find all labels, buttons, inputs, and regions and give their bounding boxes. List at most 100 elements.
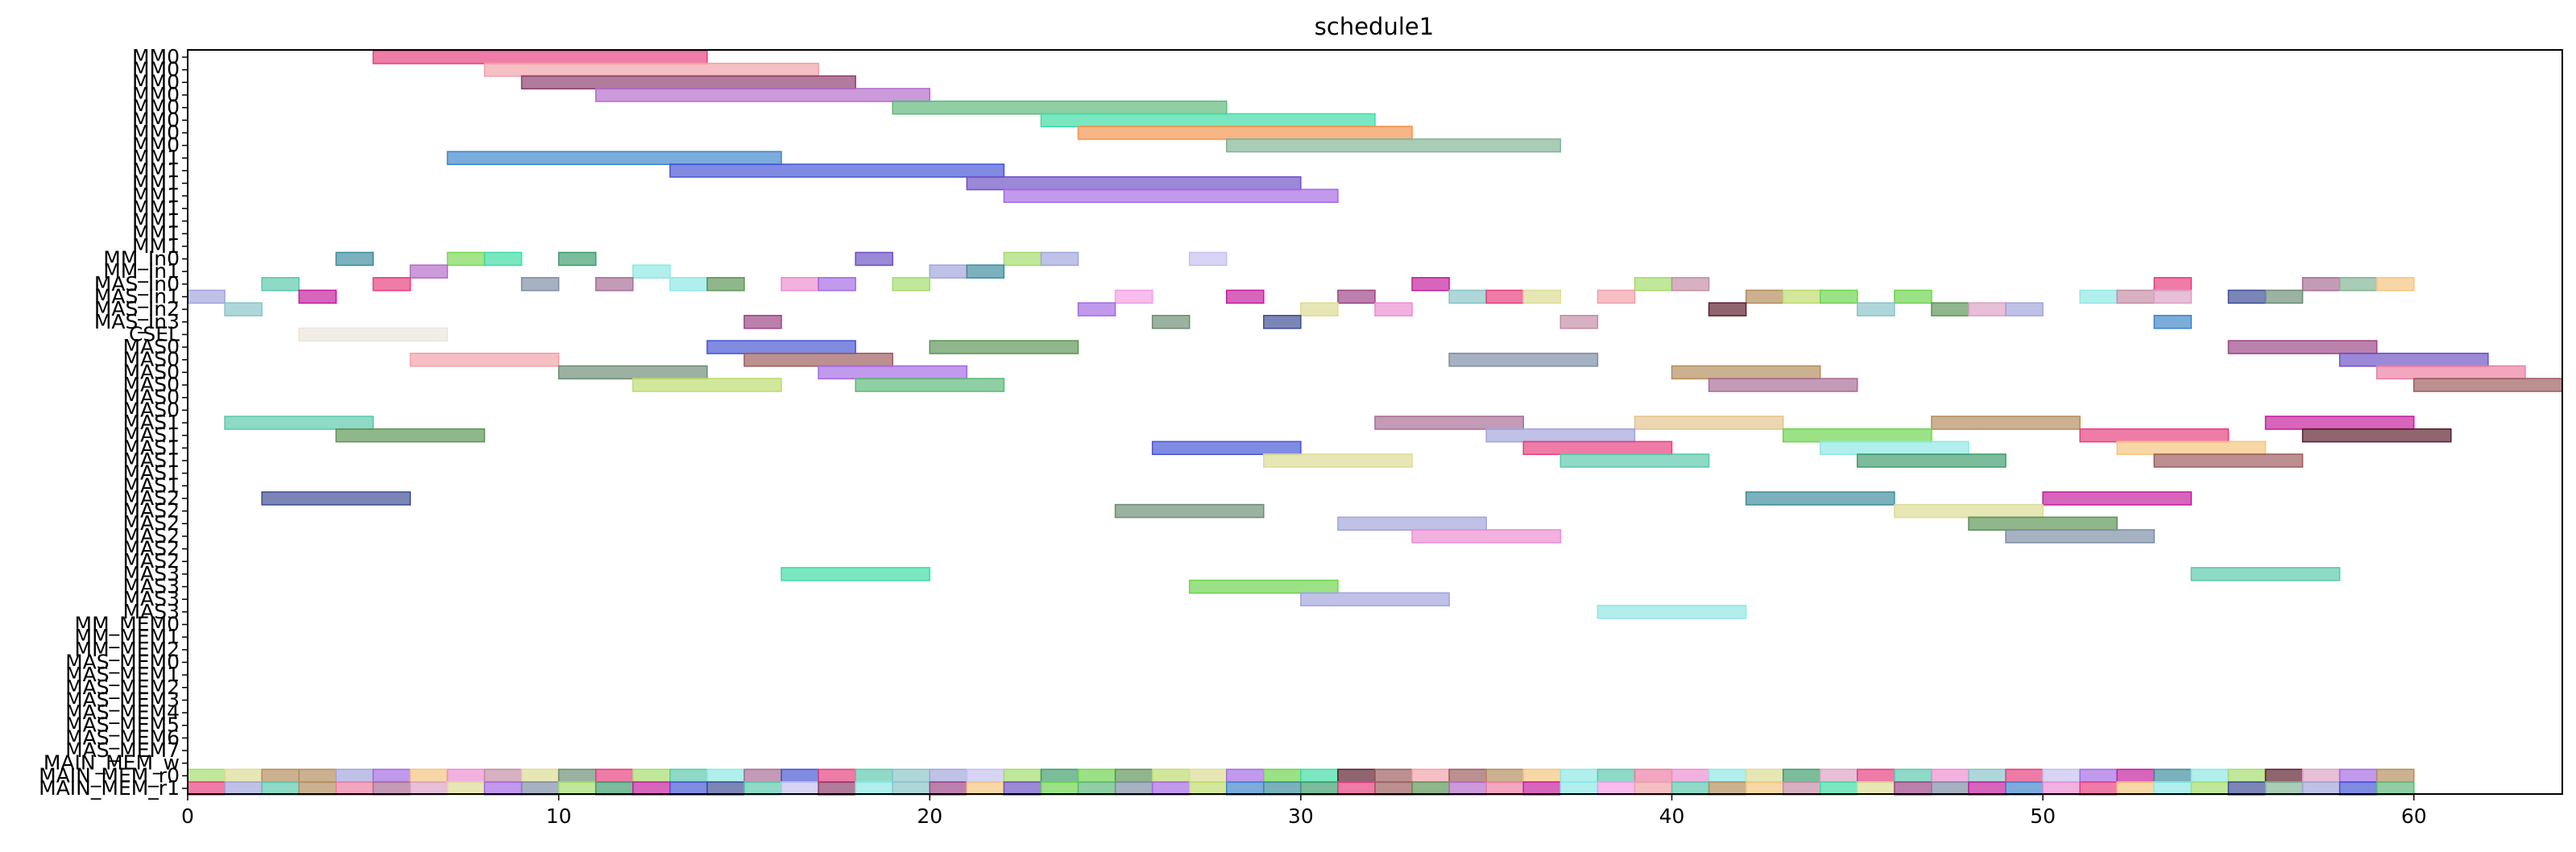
- task-bar: [557, 768, 597, 784]
- x-tick-label: 50: [2030, 804, 2056, 828]
- x-tick-label: 30: [1288, 804, 1314, 828]
- task-bar: [966, 264, 1005, 279]
- task-bar: [372, 768, 412, 784]
- task-bar: [1634, 416, 1784, 430]
- task-bar: [187, 289, 226, 304]
- task-bar: [1411, 768, 1450, 784]
- task-bar: [520, 768, 560, 784]
- y-tick-label: MM_In0: [103, 246, 180, 270]
- task-bar: [2042, 491, 2193, 506]
- task-bar: [2153, 768, 2193, 784]
- task-bar: [1114, 781, 1153, 796]
- task-bar: [818, 781, 856, 796]
- task-bar: [929, 768, 968, 784]
- task-bar: [2338, 352, 2489, 367]
- y-tick-label: MM0: [132, 83, 180, 106]
- task-bar: [2042, 781, 2081, 796]
- task-bar: [1337, 768, 1376, 784]
- task-bar: [2153, 289, 2193, 304]
- y-tick-label: MAS2: [123, 486, 180, 510]
- task-bar: [1188, 768, 1228, 784]
- task-bar: [1857, 453, 2007, 468]
- task-bar: [1671, 365, 1821, 380]
- task-bar: [1708, 302, 1747, 316]
- task-bar: [1411, 529, 1562, 544]
- y-tick-label: MAS0: [123, 398, 180, 421]
- task-bar: [1708, 378, 1858, 392]
- x-tick-label: 40: [1659, 804, 1685, 828]
- task-bar: [2153, 453, 2304, 468]
- task-bar: [446, 251, 486, 267]
- y-tick-label: MAS1: [123, 449, 180, 472]
- task-bar: [520, 75, 856, 90]
- task-bar: [1745, 491, 1895, 506]
- task-bar: [335, 428, 486, 443]
- task-bar: [1485, 289, 1524, 304]
- y-tick-label: MAS2: [123, 549, 180, 573]
- task-bar: [2301, 428, 2452, 443]
- task-bar: [1114, 768, 1153, 784]
- y-tick-label: MM_MEM2: [75, 638, 180, 661]
- x-tick-label: 0: [181, 804, 194, 828]
- x-axis-ticks: 0 10 20 30 40 50 60: [181, 794, 2427, 828]
- task-bar: [892, 277, 930, 292]
- task-bar: [781, 781, 819, 796]
- task-bar: [855, 251, 893, 267]
- task-bar: [2116, 768, 2156, 784]
- task-bar: [1337, 516, 1487, 531]
- chart-title: schedule1: [1315, 13, 1434, 40]
- task-bar: [1374, 416, 1524, 430]
- task-bar: [2264, 781, 2304, 796]
- y-tick-label: MAS1: [123, 461, 180, 485]
- task-bar: [1448, 768, 1487, 784]
- plot-frame: [187, 49, 2563, 795]
- task-bar: [1968, 781, 2007, 796]
- task-bar: [1003, 781, 1042, 796]
- task-bar: [1671, 768, 1710, 784]
- y-tick-label: MAS3: [123, 562, 180, 585]
- task-bar: [2153, 277, 2193, 292]
- task-bar: [1968, 516, 2118, 531]
- task-bar: [1931, 416, 2081, 430]
- task-bar: [1188, 781, 1228, 796]
- y-tick-label: MAIN_MEM_r0: [39, 763, 180, 787]
- y-tick-label: MM1: [132, 209, 180, 233]
- task-bar: [1894, 289, 1932, 304]
- x-tick-label: 20: [917, 804, 942, 828]
- task-bar: [1003, 251, 1042, 267]
- task-bar: [2005, 781, 2044, 796]
- y-tick-label: MAS_MEM1: [65, 663, 180, 686]
- y-tick-label: MM1: [132, 184, 180, 207]
- y-tick-label: MAIN_MEM_w: [43, 751, 180, 775]
- task-bar: [2190, 781, 2230, 796]
- task-bar: [1634, 781, 1673, 796]
- task-bar: [1522, 289, 1562, 304]
- y-tick-label: MAS_MEM6: [65, 726, 180, 749]
- task-bar: [966, 768, 1005, 784]
- task-bar: [669, 163, 1005, 178]
- y-tick-label: MM1: [132, 159, 180, 182]
- task-bar: [1151, 315, 1191, 329]
- task-bar: [1745, 768, 1784, 784]
- task-bar: [261, 768, 300, 784]
- task-bar: [298, 327, 449, 342]
- task-bar: [1894, 503, 2044, 519]
- y-tick-label: MM0: [132, 45, 180, 68]
- task-bar: [557, 251, 597, 267]
- task-bar: [892, 781, 930, 796]
- task-bar: [1671, 277, 1710, 292]
- task-bar: [187, 768, 226, 784]
- task-bar: [669, 768, 708, 784]
- bars-layer: [187, 50, 2563, 796]
- y-tick-label: MM_MEM1: [75, 625, 180, 648]
- task-bar: [520, 277, 560, 292]
- task-bar: [409, 768, 449, 784]
- task-bar: [1337, 289, 1376, 304]
- task-bar: [1931, 302, 1969, 316]
- task-bar: [781, 567, 930, 581]
- task-bar: [1634, 768, 1673, 784]
- task-bar: [1894, 781, 1932, 796]
- task-bar: [1782, 768, 1821, 784]
- y-tick-label: MAS_MEM5: [65, 713, 180, 737]
- y-tick-label: MM1: [132, 221, 180, 245]
